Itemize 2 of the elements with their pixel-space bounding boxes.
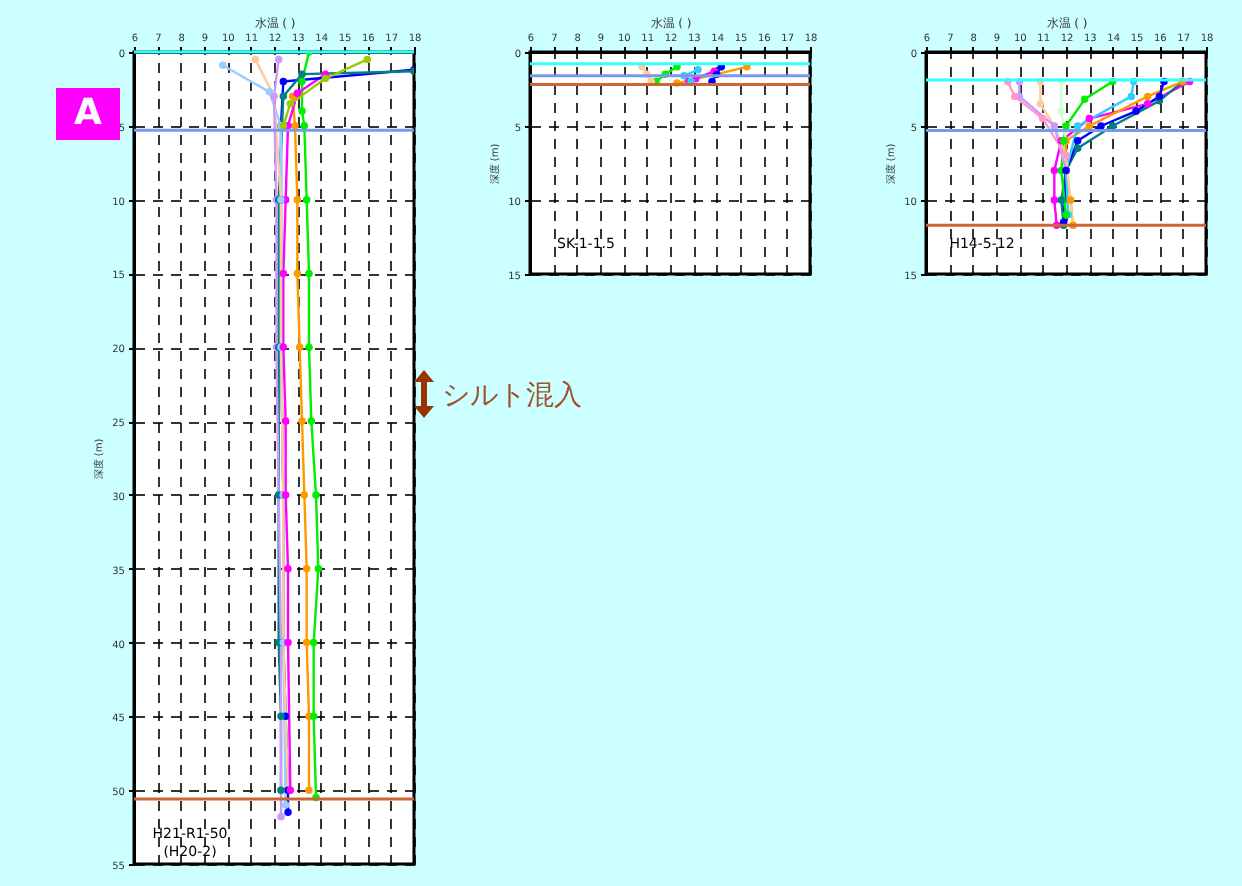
text: A [56,88,120,140]
text: シルト混入 [442,378,582,414]
